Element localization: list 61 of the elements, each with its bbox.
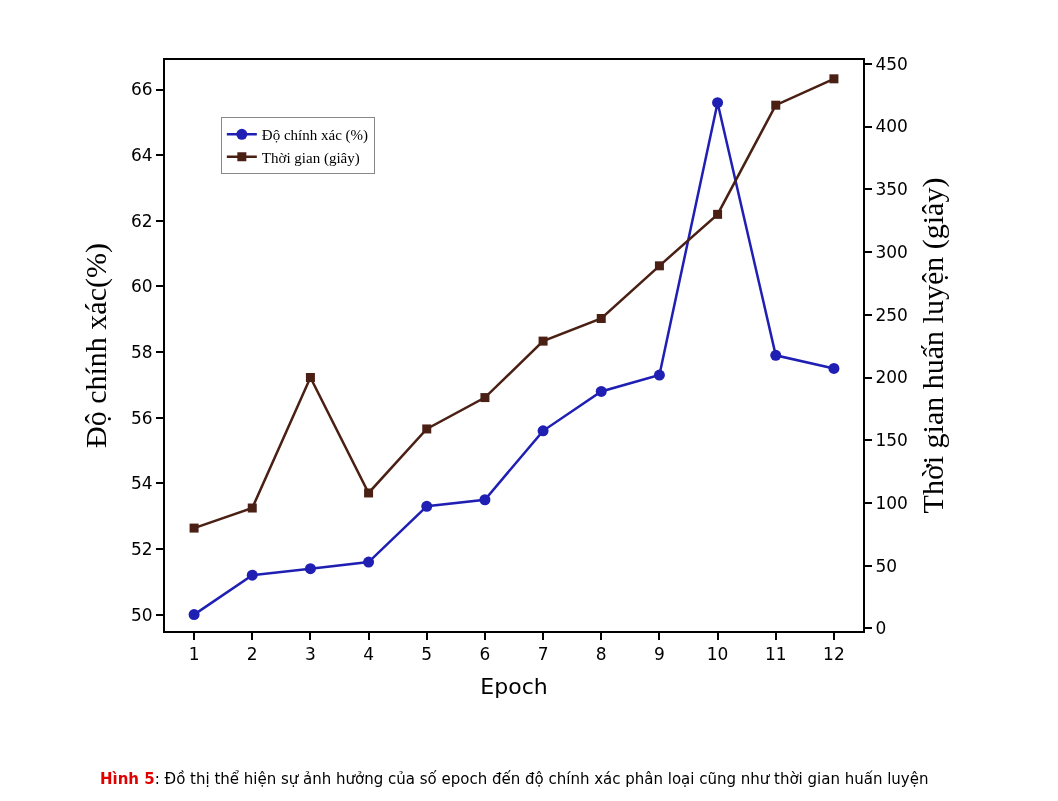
point bbox=[422, 424, 432, 434]
y-tick-label: 64 bbox=[130, 145, 153, 166]
point bbox=[188, 609, 200, 621]
point bbox=[712, 97, 724, 109]
x-tick-label: 11 bbox=[764, 644, 787, 665]
x-tick-label: 1 bbox=[188, 644, 200, 665]
y-tick-label: 66 bbox=[130, 79, 153, 100]
y-tick-label: 60 bbox=[130, 276, 153, 297]
point bbox=[247, 503, 257, 513]
y2-tick-label: 250 bbox=[875, 304, 908, 325]
y2-tick-label: 150 bbox=[875, 430, 908, 451]
legend-label: Độ chính xác (%) bbox=[261, 127, 369, 145]
point bbox=[538, 336, 548, 346]
point bbox=[479, 494, 491, 506]
x-tick-label: 4 bbox=[363, 644, 374, 665]
y2-tick-label: 100 bbox=[875, 492, 908, 513]
text: Hình 5: Đồ thị thể hiện sự ảnh hưởng của số epoch đến độ chính xác phân loại cũng như thời gian huấn luyện bbox=[100, 770, 929, 788]
point bbox=[246, 569, 258, 581]
point bbox=[364, 488, 374, 498]
x-tick-label: 2 bbox=[246, 644, 258, 665]
x-tick-label: 7 bbox=[537, 644, 549, 665]
point bbox=[537, 425, 549, 437]
point bbox=[829, 74, 839, 84]
point bbox=[713, 209, 723, 219]
y-tick-label: 54 bbox=[130, 473, 153, 494]
y2-tick-label: 450 bbox=[875, 53, 908, 74]
x-tick-label: 8 bbox=[595, 644, 607, 665]
y2-tick-label: 300 bbox=[875, 241, 908, 262]
point bbox=[828, 362, 840, 374]
point bbox=[654, 261, 664, 271]
point bbox=[596, 314, 606, 324]
y-tick-label: 50 bbox=[130, 604, 153, 625]
y2-tick-label: 50 bbox=[875, 555, 898, 576]
point bbox=[305, 373, 315, 382]
x-tick-label: 3 bbox=[305, 644, 316, 665]
point bbox=[363, 556, 375, 568]
y2-tick-label: 0 bbox=[875, 618, 887, 639]
point bbox=[189, 523, 199, 533]
x-tick-label: 9 bbox=[654, 644, 665, 665]
x-tick-label: 5 bbox=[421, 644, 433, 665]
point bbox=[771, 100, 781, 110]
point bbox=[770, 349, 782, 361]
y-tick-label: 62 bbox=[130, 210, 153, 231]
y-tick-label: 58 bbox=[130, 342, 153, 363]
y-tick-label: 52 bbox=[130, 538, 153, 559]
x-tick-label: 12 bbox=[823, 644, 845, 665]
y2-axis-title: Thời gian huấn luyện (giây) bbox=[915, 177, 950, 514]
point bbox=[595, 385, 607, 397]
x-tick-label: 6 bbox=[479, 644, 491, 665]
point bbox=[653, 369, 665, 381]
point bbox=[304, 563, 316, 575]
y-tick-label: 56 bbox=[130, 407, 153, 428]
point bbox=[421, 500, 433, 512]
legend-label: Thời gian (giây) bbox=[261, 149, 360, 167]
y2-tick-label: 200 bbox=[875, 367, 908, 388]
x-axis-title: Epoch bbox=[480, 673, 548, 699]
y2-tick-label: 350 bbox=[875, 179, 908, 200]
x-tick-label: 10 bbox=[706, 644, 729, 665]
point bbox=[480, 393, 490, 403]
y2-tick-label: 400 bbox=[875, 116, 908, 137]
y-axis-title: Độ chính xác(%) bbox=[79, 243, 114, 448]
